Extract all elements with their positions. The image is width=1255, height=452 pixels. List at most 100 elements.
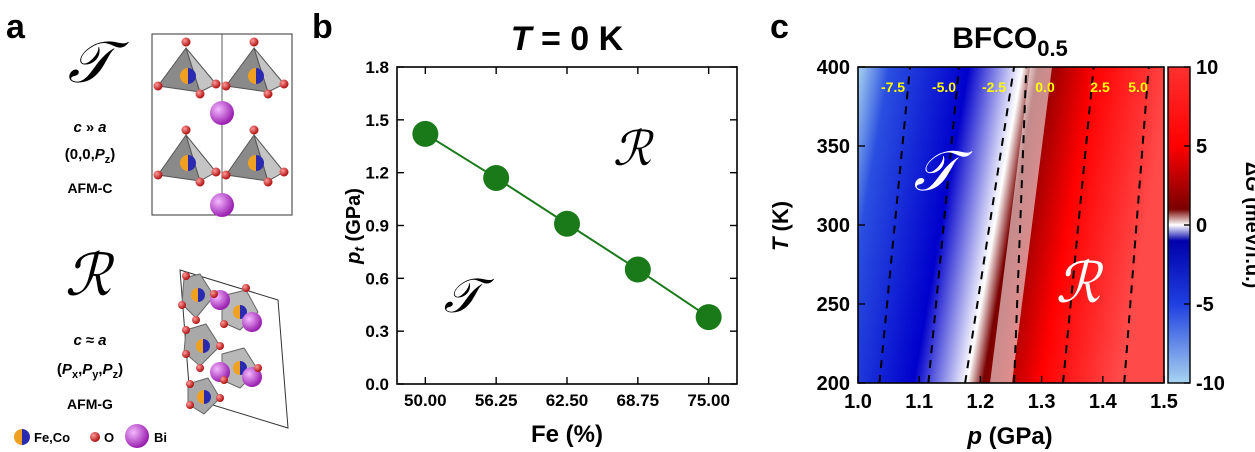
legend-o-label: O <box>104 430 114 445</box>
r-phase-magnetic: AFM-G <box>67 396 113 412</box>
x-tick-label: 1.1 <box>905 391 933 413</box>
contour-lines <box>878 67 1150 383</box>
y-tick-label: 250 <box>817 294 850 316</box>
y-tick-label: 400 <box>817 57 850 79</box>
contour-label: 5.0 <box>1128 79 1148 95</box>
fe-co-atom <box>180 155 196 171</box>
x-tick-label: 1.0 <box>844 391 872 413</box>
colorbar-tick-label: -10 <box>1196 373 1225 395</box>
title-rest: = 0 K <box>532 20 624 58</box>
t-pol-open: (0,0, <box>65 146 95 163</box>
fe-co-atom <box>233 305 247 319</box>
fe-co-atom <box>197 390 211 404</box>
r-pol-p1: P <box>62 361 73 378</box>
fe-co-legend-icon <box>14 429 30 445</box>
data-point <box>483 164 510 191</box>
region-r-label: ℛ <box>1056 251 1104 316</box>
x-tick-label: 50.00 <box>404 391 447 410</box>
colorbar-tick-label: 5 <box>1196 136 1207 158</box>
t-phase-magnetic: AFM-C <box>67 180 112 196</box>
y-axis-ticks: 0.0 0.3 0.6 0.9 1.2 1.5 1.8 <box>365 58 737 394</box>
y-tick-label: 1.5 <box>365 111 389 130</box>
xlabel-unit: (GPa) <box>982 423 1053 450</box>
r-pol-s3: z <box>113 369 119 381</box>
x-tick-label: 75.00 <box>687 391 730 410</box>
r-phase-ratio: c ≈ a <box>74 332 107 349</box>
fe-co-atom <box>248 68 264 84</box>
r-pol-s2: y <box>92 369 99 381</box>
cbar-unit: (meV/f.u.) <box>1241 192 1255 289</box>
bi-legend-icon <box>125 424 149 448</box>
t-pol-close: ) <box>110 146 115 163</box>
region-t-label: 𝒯 <box>444 268 495 324</box>
r-pol-open: ( <box>57 361 62 378</box>
bi-atom <box>210 101 234 125</box>
fe-co-atom <box>191 288 205 302</box>
y-tick-label: 200 <box>817 373 850 395</box>
fe-co-atom <box>248 155 264 171</box>
r-crystal-structure <box>178 269 289 429</box>
t-ratio-sym: » <box>86 119 94 136</box>
contour-labels: -7.5 -5.0 -2.5 0.0 2.5 5.0 <box>881 79 1148 95</box>
data-point <box>695 304 722 331</box>
title-main: BFCO <box>952 22 1037 55</box>
panel-c-label: c <box>770 8 789 46</box>
x-tick-label: 56.25 <box>475 391 518 410</box>
atom-legend: Fe,Co O Bi <box>14 424 167 448</box>
panel-c-ylabel: T (K) <box>768 201 793 251</box>
x-axis-ticks: 1.0 1.1 1.2 1.3 1.4 1.5 <box>844 376 1178 413</box>
y-tick-label: 0.0 <box>365 375 389 394</box>
bi-atom <box>242 367 262 387</box>
x-tick-label: 68.75 <box>617 391 660 410</box>
panel-a: a 𝒯 c» a (0,0,Pz) AFM-C ℛ c ≈ a (Px,Py,Pz) … <box>6 8 293 448</box>
x-tick-label: 1.3 <box>1028 391 1056 413</box>
contour-label: 0.0 <box>1035 79 1055 95</box>
ylabel-var: p <box>343 252 365 265</box>
ylabel-var: T <box>768 236 793 251</box>
data-point <box>554 210 580 237</box>
legend-fe-co-label: Fe,Co <box>34 430 70 445</box>
legend-bi-label: Bi <box>154 430 167 445</box>
contour-line <box>1013 67 1028 383</box>
x-axis-ticks: 50.00 56.25 62.50 68.75 75.00 <box>404 67 730 410</box>
r-pol-close: ) <box>118 361 123 378</box>
fe-co-atom <box>233 361 247 375</box>
fe-co-atom <box>196 339 210 353</box>
panel-c: c BFCO0.5 -7.5 -5.0 -2.5 0.0 2.5 5.0 𝒯 ℛ… <box>768 8 1255 450</box>
r-pol-comma2: , <box>98 361 102 378</box>
y-tick-label: 0.9 <box>365 217 389 236</box>
free-energy-heatmap <box>858 67 1164 383</box>
t-ratio-a: a <box>98 119 106 136</box>
contour-label: -7.5 <box>881 79 905 95</box>
title-sub: 0.5 <box>1037 36 1068 61</box>
panel-a-label: a <box>6 8 26 46</box>
panel-c-xlabel: p (GPa) <box>966 423 1052 450</box>
contour-line <box>927 67 960 383</box>
x-tick-label: 62.50 <box>546 391 589 410</box>
t-crystal-structure <box>151 33 293 217</box>
fe-co-atom <box>180 68 196 84</box>
x-tick-label: 1.4 <box>1089 391 1118 413</box>
colorbar-ticks: 10 5 0 -5 -10 <box>1184 57 1225 395</box>
r-pol-p3: P <box>103 361 114 378</box>
panel-b-ylabel: pt (GPa) <box>343 188 367 265</box>
y-axis-ticks: 200 250 300 350 400 <box>817 57 865 395</box>
ylabel-unit: (GPa) <box>343 188 365 247</box>
contour-label: -5.0 <box>932 79 956 95</box>
r-phase-symbol: ℛ <box>65 241 115 309</box>
x-tick-label: 1.2 <box>966 391 994 413</box>
colorbar-label: ΔG (meV/f.u.) <box>1241 162 1255 289</box>
t-ratio-c: c <box>73 119 82 136</box>
colorbar-tick-label: 0 <box>1196 215 1207 237</box>
zero-boundary-band <box>990 67 1052 383</box>
colorbar-tick-label: -5 <box>1196 294 1214 316</box>
y-tick-label: 1.8 <box>365 58 389 77</box>
contour-label: 2.5 <box>1090 79 1110 95</box>
contour-label: -2.5 <box>982 79 1006 95</box>
t-phase-ratio: c» a <box>73 119 106 136</box>
r-phase-polarization: (Px,Py,Pz) <box>57 361 123 381</box>
title-var: T <box>511 20 535 58</box>
panel-b-label: b <box>312 8 333 46</box>
y-tick-label: 350 <box>817 136 850 158</box>
